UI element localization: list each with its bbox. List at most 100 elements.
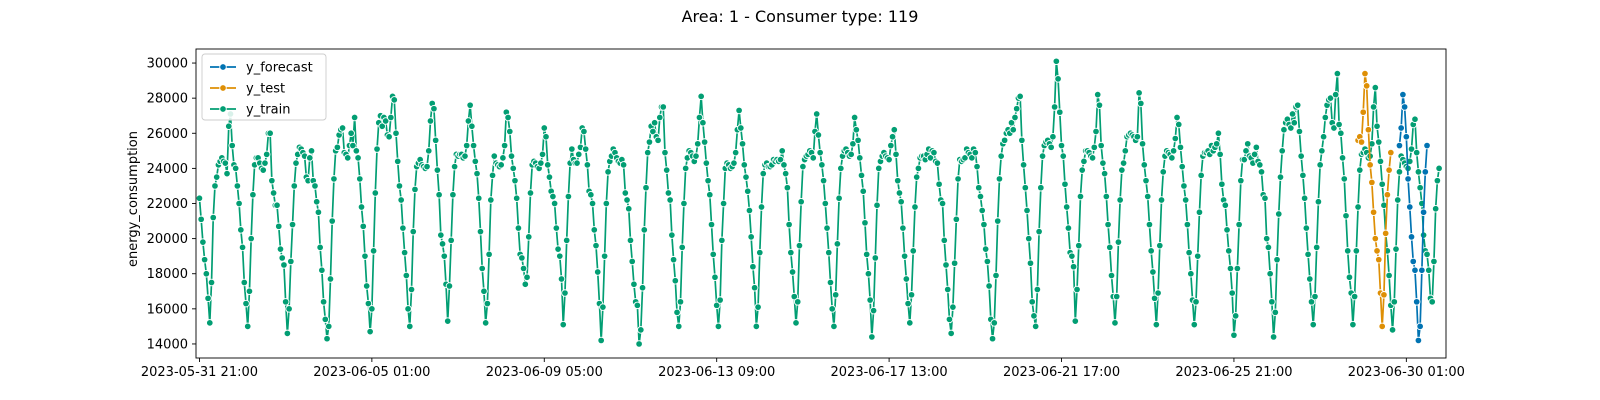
- data-point: [1304, 250, 1312, 259]
- data-point: [549, 192, 557, 201]
- data-point: [1399, 90, 1407, 99]
- data-point: [643, 148, 652, 157]
- data-point: [1271, 308, 1280, 317]
- data-point: [478, 264, 486, 273]
- data-point: [885, 155, 893, 164]
- data-point: [973, 162, 981, 171]
- data-point: [285, 305, 293, 313]
- y-tick-label: 20000: [147, 232, 188, 247]
- data-point: [1056, 108, 1064, 116]
- x-tick-label: 2023-06-17 13:00: [831, 365, 948, 380]
- data-point: [1397, 124, 1405, 132]
- plot-frame: [195, 48, 1447, 359]
- data-point: [599, 303, 607, 311]
- data-point: [1430, 257, 1438, 266]
- data-point: [1149, 268, 1157, 276]
- data-point: [1326, 94, 1335, 102]
- x-tick-label: 2023-06-21 17:00: [1003, 365, 1120, 380]
- data-point: [1419, 208, 1428, 217]
- data-point: [630, 280, 638, 289]
- data-point: [1230, 331, 1238, 339]
- data-point: [628, 257, 636, 266]
- data-point: [1361, 69, 1369, 78]
- data-point: [1187, 269, 1195, 278]
- data-point: [1299, 171, 1307, 180]
- data-point: [485, 250, 493, 259]
- data-point: [757, 203, 766, 211]
- data-point: [756, 248, 764, 257]
- data-point: [742, 173, 750, 181]
- data-point: [911, 203, 919, 211]
- data-point: [1225, 247, 1233, 255]
- data-point: [507, 152, 516, 160]
- data-point: [1054, 75, 1062, 83]
- data-point: [914, 164, 923, 173]
- data-point: [993, 217, 1002, 225]
- data-point: [875, 164, 883, 173]
- data-point: [1114, 238, 1123, 246]
- data-point: [731, 148, 740, 157]
- data-point: [887, 141, 895, 150]
- data-point: [1107, 271, 1116, 280]
- data-point: [1293, 101, 1302, 109]
- data-point: [552, 224, 561, 232]
- data-point: [497, 161, 505, 169]
- data-point: [1371, 234, 1380, 243]
- data-point: [849, 140, 857, 148]
- data-point: [352, 147, 361, 155]
- legend-marker: [219, 105, 227, 113]
- data-point: [247, 234, 255, 243]
- data-point: [462, 141, 471, 150]
- data-point: [449, 190, 457, 199]
- data-point: [1038, 152, 1047, 160]
- data-point: [788, 268, 797, 276]
- data-point: [868, 333, 876, 341]
- data-point: [1176, 143, 1185, 152]
- data-point: [819, 176, 828, 185]
- data-point: [273, 201, 281, 210]
- data-point: [225, 122, 233, 130]
- data-point: [899, 224, 907, 232]
- data-point: [1112, 292, 1121, 301]
- data-point: [812, 110, 821, 118]
- data-point: [1059, 152, 1067, 160]
- data-point: [1342, 212, 1350, 220]
- data-point: [550, 199, 559, 208]
- data-point: [242, 299, 250, 308]
- data-point: [933, 159, 942, 167]
- data-point: [393, 157, 402, 166]
- legend-marker: [219, 63, 227, 71]
- data-point: [693, 140, 702, 148]
- data-point: [997, 152, 1005, 160]
- data-point: [545, 173, 554, 181]
- data-point: [671, 277, 680, 285]
- data-point: [981, 245, 990, 253]
- data-point: [519, 264, 528, 273]
- data-point: [564, 192, 573, 201]
- data-point: [759, 169, 767, 178]
- data-point: [1009, 126, 1017, 134]
- data-point: [1030, 312, 1038, 320]
- data-point: [371, 189, 380, 197]
- data-point: [504, 113, 512, 122]
- data-point: [206, 319, 214, 327]
- data-point: [1018, 136, 1026, 145]
- data-point: [823, 224, 831, 232]
- data-point: [506, 127, 514, 136]
- data-point: [1381, 229, 1390, 238]
- data-point: [952, 215, 961, 224]
- data-point: [1378, 180, 1386, 188]
- data-point: [1143, 192, 1152, 201]
- data-point: [445, 282, 454, 290]
- data-point: [395, 182, 404, 190]
- data-point: [1412, 298, 1421, 306]
- data-point: [537, 159, 545, 167]
- data-point: [1414, 168, 1423, 176]
- data-point: [716, 296, 724, 304]
- data-point: [947, 329, 955, 338]
- data-point: [1311, 292, 1319, 301]
- data-point: [776, 155, 785, 164]
- data-point: [852, 126, 861, 134]
- data-point: [1330, 124, 1338, 132]
- data-point: [712, 301, 721, 310]
